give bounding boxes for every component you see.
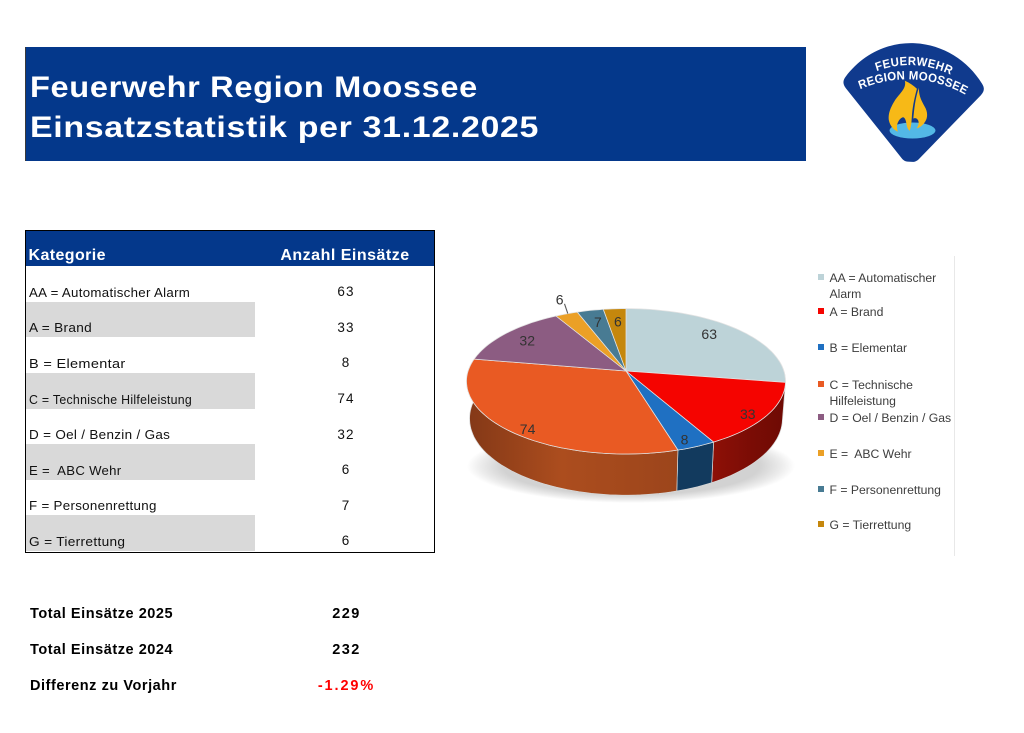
svg-text:7: 7 <box>594 314 602 330</box>
svg-text:8: 8 <box>681 432 689 448</box>
svg-text:6: 6 <box>556 292 564 308</box>
svg-text:32: 32 <box>519 333 535 349</box>
svg-text:63: 63 <box>701 326 717 342</box>
svg-text:33: 33 <box>740 406 756 422</box>
svg-text:74: 74 <box>520 421 536 437</box>
svg-text:6: 6 <box>614 313 622 329</box>
